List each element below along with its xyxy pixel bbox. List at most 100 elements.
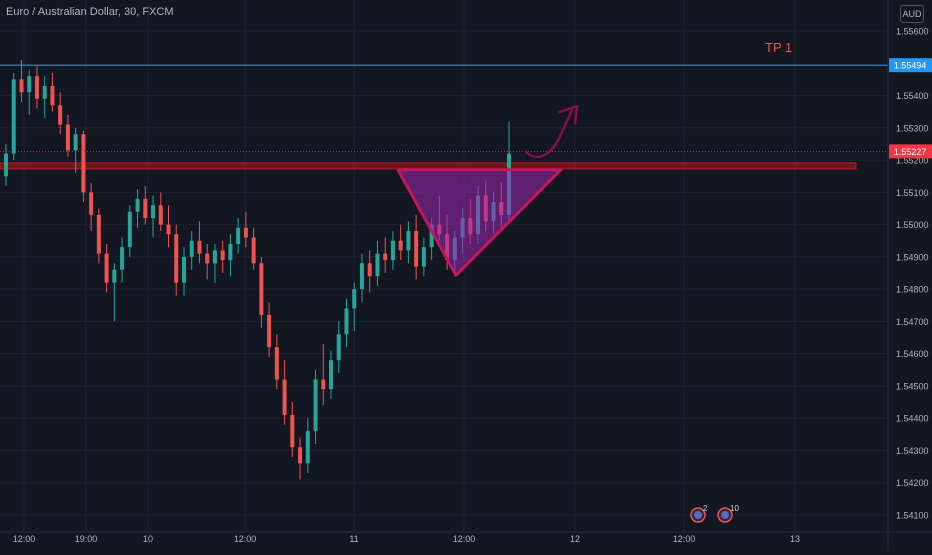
price-tick-label: 1.55300 — [896, 123, 929, 133]
candle-body — [34, 76, 39, 99]
candle-body — [120, 247, 125, 270]
candle-body — [81, 134, 86, 193]
price-tick-label: 1.55000 — [896, 220, 929, 230]
candle-body — [367, 263, 372, 277]
candle-body — [421, 247, 426, 267]
candle-body — [50, 85, 55, 106]
resistance-zone[interactable] — [0, 162, 857, 170]
price-tick-label: 1.54300 — [896, 446, 929, 456]
current-price-label: 1.55227 — [894, 147, 927, 157]
candle-body — [181, 256, 186, 283]
candle-body — [151, 205, 156, 219]
price-tick-label: 1.54700 — [896, 317, 929, 327]
candle-body — [305, 431, 310, 464]
candle-body — [359, 263, 364, 290]
candle-body — [158, 205, 163, 225]
candle-body — [228, 243, 233, 261]
candle-body — [27, 76, 32, 93]
candle-body — [383, 253, 388, 261]
candle-body — [166, 224, 171, 235]
tp-price-label: 1.55494 — [894, 61, 927, 71]
price-tick-label: 1.55400 — [896, 91, 929, 101]
event-badge-count: 2 — [703, 504, 708, 513]
candle-body — [243, 227, 248, 238]
candle-body — [398, 240, 403, 251]
candle-body — [127, 211, 132, 248]
candle-body — [65, 124, 70, 151]
candle-body — [414, 231, 419, 267]
price-tick-label: 1.55600 — [896, 27, 929, 37]
candle-body — [406, 231, 411, 251]
resistance-zone-box[interactable] — [0, 162, 857, 170]
candle-body — [220, 250, 225, 261]
time-tick-label: 12:00 — [453, 534, 476, 544]
triangle-pattern[interactable] — [396, 168, 563, 277]
candle-body — [298, 447, 303, 464]
tp-price-tag[interactable] — [889, 58, 932, 73]
time-tick-label: 19:00 — [75, 534, 98, 544]
event-badge-count: 10 — [730, 504, 739, 513]
candle-body — [112, 269, 117, 283]
candle-body — [236, 227, 241, 244]
candle-body — [197, 240, 202, 254]
drawings[interactable]: TP 1 2 10 — [0, 40, 888, 523]
tp-label: TP 1 — [765, 40, 792, 55]
time-tick-label: 12 — [570, 534, 580, 544]
candle-body — [336, 334, 341, 361]
candle-body — [329, 360, 334, 390]
current-price-tag[interactable] — [889, 144, 932, 159]
candle-body — [4, 153, 8, 177]
currency-button[interactable]: AUD — [900, 5, 924, 23]
price-tick-label: 1.54800 — [896, 285, 929, 295]
time-tick-label: 12:00 — [673, 534, 696, 544]
candle-body — [73, 134, 78, 151]
symbol-title: Euro / Australian Dollar, 30, FXCM — [6, 6, 174, 18]
price-axis[interactable]: 1.55600 1.55400 1.55300 1.55200 1.55100 1.550… — [887, 0, 932, 550]
candle-body — [259, 263, 264, 315]
candle-body — [212, 250, 217, 264]
candle-body — [251, 237, 256, 264]
candle-body — [58, 105, 63, 125]
candle-body — [174, 234, 179, 283]
candle-body — [205, 253, 210, 264]
candle-body — [321, 379, 326, 390]
candle-body — [89, 192, 94, 215]
candle-body — [390, 240, 395, 261]
grid — [0, 0, 888, 532]
price-tick-label: 1.55200 — [896, 156, 929, 166]
candle-body — [313, 379, 318, 432]
candle-body — [274, 347, 279, 380]
candle-body — [11, 79, 16, 154]
price-tick-label: 1.54500 — [896, 381, 929, 391]
candle-body — [42, 85, 47, 99]
candle-body — [143, 198, 148, 219]
candle-body — [19, 79, 24, 93]
event-badge-dot — [721, 511, 729, 519]
candle-body — [352, 289, 357, 309]
arrow-head-icon — [558, 104, 579, 125]
price-tick-label: 1.54900 — [896, 252, 929, 262]
candle-body — [429, 224, 434, 248]
time-axis[interactable]: 12:00 19:00 10 12:00 11 12:00 12 12:00 13 — [0, 531, 932, 544]
candle-body — [375, 253, 380, 277]
event-badge-dot — [694, 511, 702, 519]
price-tick-label: 1.54600 — [896, 349, 929, 359]
time-tick-label: 11 — [349, 534, 358, 544]
price-tick-label: 1.54200 — [896, 478, 929, 488]
candle-body — [290, 414, 295, 448]
candle-body — [135, 198, 140, 212]
candle-body — [96, 214, 101, 254]
price-tick-label: 1.54400 — [896, 414, 929, 424]
time-tick-label: 13 — [790, 534, 800, 544]
projection-arrow[interactable] — [524, 108, 574, 159]
candle-body — [189, 240, 194, 257]
price-tick-label: 1.55100 — [896, 188, 929, 198]
time-tick-label: 12:00 — [13, 534, 36, 544]
candle-body — [104, 253, 109, 283]
candle-body — [344, 308, 349, 335]
time-tick-label: 12:00 — [234, 534, 257, 544]
candle-body — [282, 379, 287, 415]
price-tick-label: 1.54100 — [896, 511, 929, 521]
